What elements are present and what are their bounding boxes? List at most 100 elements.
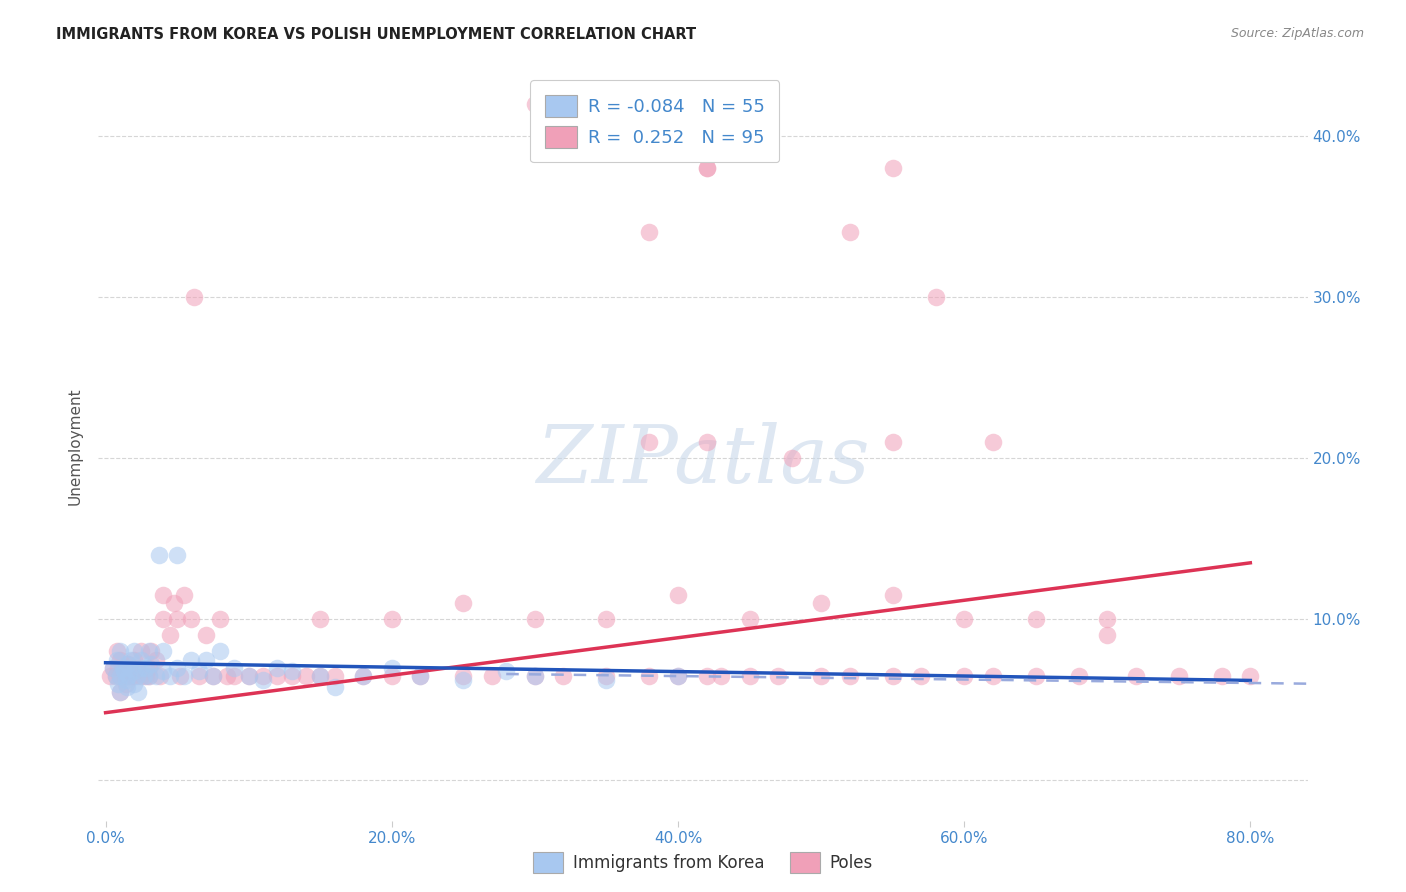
Point [131,668,153,682]
Point [138,660,160,674]
Point [173,668,195,682]
Point [1125,668,1147,682]
Point [105,644,128,658]
Point [98,668,121,682]
Point [104,668,127,682]
Point [166,548,188,562]
Point [1097,612,1119,626]
Point [201,668,224,682]
Point [152,664,174,678]
Point [710,668,733,682]
Point [183,290,205,304]
Point [122,652,145,666]
Point [112,668,135,682]
Point [280,664,302,678]
Point [194,628,217,642]
Point [323,680,346,694]
Point [115,657,138,672]
Point [122,676,145,690]
Point [523,612,546,626]
Point [352,668,374,682]
Point [696,161,718,175]
Point [838,668,860,682]
Point [209,644,232,658]
Point [595,668,617,682]
Point [352,668,374,682]
Point [169,668,191,682]
Point [238,668,260,682]
Point [224,668,246,682]
Point [453,673,475,688]
Point [122,668,145,682]
Point [114,673,136,688]
Point [127,684,149,698]
Legend: R = -0.084   N = 55, R =  0.252   N = 95: R = -0.084 N = 55, R = 0.252 N = 95 [530,80,779,162]
Point [882,588,904,602]
Point [115,660,138,674]
Point [194,652,217,666]
Point [638,668,661,682]
Point [1067,668,1090,682]
Text: IMMIGRANTS FROM KOREA VS POLISH UNEMPLOYMENT CORRELATION CHART: IMMIGRANTS FROM KOREA VS POLISH UNEMPLOY… [56,27,696,42]
Point [666,668,689,682]
Legend: Immigrants from Korea, Poles: Immigrants from Korea, Poles [526,846,880,880]
Point [595,673,617,688]
Point [180,652,202,666]
Point [882,161,904,175]
Point [453,596,475,610]
Point [295,668,318,682]
Point [117,668,139,682]
Point [115,680,138,694]
Point [122,644,145,658]
Point [810,668,832,682]
Point [149,668,172,682]
Point [117,657,139,672]
Point [104,668,127,682]
Point [280,668,302,682]
Point [882,668,904,682]
Point [108,684,131,698]
Point [125,668,148,682]
Point [224,660,246,674]
Text: ZIPatlas: ZIPatlas [536,422,870,500]
Point [135,668,157,682]
Point [553,668,575,682]
Point [309,668,332,682]
Point [107,660,129,674]
Point [738,612,761,626]
Point [201,668,224,682]
Point [122,664,145,678]
Point [309,612,332,626]
Point [187,664,209,678]
Point [696,668,718,682]
Point [252,673,274,688]
Point [180,612,202,626]
Text: Source: ZipAtlas.com: Source: ZipAtlas.com [1230,27,1364,40]
Point [252,668,274,682]
Point [108,644,131,658]
Point [108,668,131,682]
Point [782,451,804,466]
Point [409,668,432,682]
Point [101,660,124,674]
Point [953,668,976,682]
Point [882,434,904,449]
Point [409,668,432,682]
Point [738,668,761,682]
Point [115,668,138,682]
Point [1097,628,1119,642]
Point [666,668,689,682]
Point [1025,668,1047,682]
Point [111,660,134,674]
Point [238,668,260,682]
Point [173,588,195,602]
Point [638,434,661,449]
Point [112,664,135,678]
Point [910,668,932,682]
Point [838,226,860,240]
Point [381,660,404,674]
Point [131,652,153,666]
Point [152,588,174,602]
Point [187,668,209,682]
Point [381,612,404,626]
